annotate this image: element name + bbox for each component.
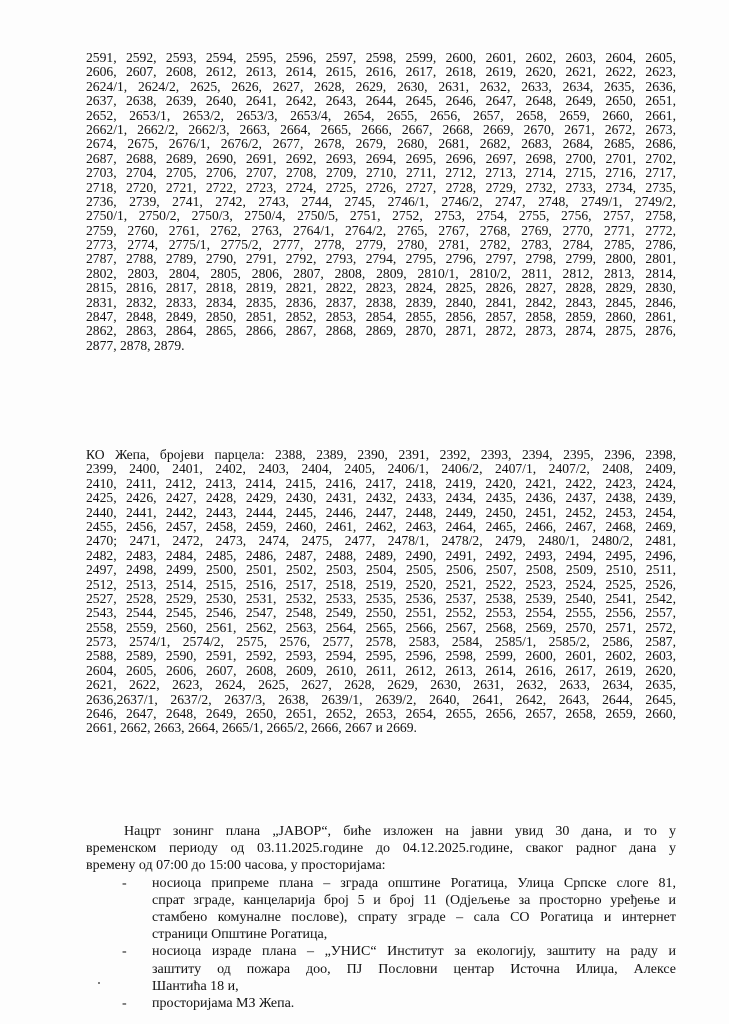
bullet-continuation: страници Општине Рогатица, (152, 927, 328, 943)
scan-speck (98, 982, 100, 984)
parcel-line: 2425, 2426, 2427, 2428, 2429, 2430, 2431… (86, 490, 676, 506)
parcel-line: 2636,2637/1, 2637/2, 2637/3, 2638, 2639/… (86, 691, 676, 707)
parcel-list-ko-zepa: КО Жепа, бројеви парцела: 2388, 2389, 23… (86, 447, 676, 736)
parcel-line: 2543, 2544, 2545, 2546, 2547, 2548, 2549… (86, 605, 676, 621)
parcel-line: 2470; 2471, 2472, 2473, 2474, 2475, 2477… (86, 533, 676, 549)
public-inspection-notice: Нацрт зонинг плана „JAВОР“, биће изложен… (86, 823, 676, 1012)
bullet-continuation: Шантића 18 и, (152, 978, 239, 994)
parcel-line: 2410, 2411, 2412, 2413, 2414, 2415, 2416… (86, 475, 676, 491)
bullet-item: - носиоца израде плана – „УНИС“ Институт … (86, 943, 676, 960)
parcel-line: 2736, 2739, 2741, 2742, 2743, 2744, 2745… (86, 193, 676, 209)
parcel-line: 2773, 2774, 2775/1, 2775/2, 2777, 2778, … (86, 237, 676, 253)
parcel-line: 2652, 2653/1, 2653/2, 2653/3, 2653/4, 26… (86, 107, 676, 123)
parcel-line: 2750/1, 2750/2, 2750/3, 2750/4, 2750/5, … (86, 208, 676, 224)
parcel-line: 2455, 2456, 2457, 2458, 2459, 2460, 2461… (86, 518, 676, 534)
parcel-line: 2512, 2513, 2514, 2515, 2516, 2517, 2518… (86, 576, 676, 592)
parcel-line: 2802, 2803, 2804, 2805, 2806, 2807, 2808… (86, 265, 676, 281)
bullet-item: - просторијама МЗ Жепа. (86, 995, 676, 1012)
parcel-line: 2440, 2441, 2442, 2443, 2444, 2445, 2446… (86, 504, 676, 520)
parcel-line: 2759, 2760, 2761, 2762, 2763, 2764/1, 27… (86, 222, 676, 238)
bullet-continuation: стамбено комуналне послове), спрату згра… (152, 909, 676, 925)
parcel-line: 2591, 2592, 2593, 2594, 2595, 2596, 2597… (86, 50, 676, 65)
parcel-line: 2687, 2688, 2689, 2690, 2691, 2692, 2693… (86, 150, 676, 166)
bullet-continuation: спрат зграде, канцеларија број 5 и број … (152, 892, 676, 908)
bullet-dash: - (122, 995, 127, 1011)
parcel-line: 2588, 2589, 2590, 2591, 2592, 2593, 2594… (86, 648, 676, 664)
parcel-line: 2661, 2662, 2663, 2664, 2665/1, 2665/2, … (86, 720, 417, 736)
parcel-line: 2482, 2483, 2484, 2485, 2486, 2487, 2488… (86, 547, 676, 563)
parcel-line: 2847, 2848, 2849, 2850, 2851, 2852, 2853… (86, 309, 676, 325)
parcel-line: 2674, 2675, 2676/1, 2676/2, 2677, 2678, … (86, 136, 676, 152)
parcel-line: 2637, 2638, 2639, 2640, 2641, 2642, 2643… (86, 93, 676, 109)
parcel-line: 2703, 2704, 2705, 2706, 2707, 2708, 2709… (86, 165, 676, 181)
notice-line: временском периоду од 03.11.2025.године … (86, 841, 676, 857)
notice-line: времену од 07:00 до 15:00 часова, у прос… (86, 858, 386, 874)
parcel-line: 2877, 2878, 2879. (86, 337, 185, 353)
parcel-line: 2815, 2816, 2817, 2818, 2819, 2821, 2822… (86, 280, 676, 296)
parcel-line: 2497, 2498, 2499, 2500, 2501, 2502, 2503… (86, 562, 676, 578)
bullet-dash: - (122, 875, 127, 891)
parcel-line: 2573, 2574/1, 2574/2, 2575, 2576, 2577, … (86, 634, 676, 650)
parcel-line: 2604, 2605, 2606, 2607, 2608, 2609, 2610… (86, 662, 676, 678)
parcel-line: 2527, 2528, 2529, 2530, 2531, 2532, 2533… (86, 590, 676, 606)
parcel-line: 2624/1, 2624/2, 2625, 2626, 2627, 2628, … (86, 78, 676, 94)
parcel-line: 2787, 2788, 2789, 2790, 2791, 2792, 2793… (86, 251, 676, 267)
parcel-line: 2831, 2832, 2833, 2834, 2835, 2836, 2837… (86, 294, 676, 310)
parcel-list-continued: 2591, 2592, 2593, 2594, 2595, 2596, 2597… (86, 50, 676, 353)
notice-line: Нацрт зонинг плана „JAВОР“, биће изложен… (124, 824, 676, 839)
parcel-line: 2662/1, 2662/2, 2662/3, 2663, 2664, 2665… (86, 121, 676, 137)
parcel-line: 2862, 2863, 2864, 2865, 2866, 2867, 2868… (86, 323, 676, 339)
parcel-line: 2606, 2607, 2608, 2612, 2613, 2614, 2615… (86, 64, 676, 80)
bullet-dash: - (122, 944, 127, 960)
parcel-line: 2621, 2622, 2623, 2624, 2625, 2627, 2628… (86, 677, 676, 693)
bullet-text: носиоца израде плана – „УНИС“ Институт з… (152, 944, 676, 960)
parcel-line: 2646, 2647, 2648, 2649, 2650, 2651, 2652… (86, 706, 676, 722)
parcel-line: 2399, 2400, 2401, 2402, 2403, 2404, 2405… (86, 461, 676, 477)
bullet-text: носиоца припреме плана – зграда општине … (152, 875, 676, 891)
parcel-line: КО Жепа, бројеви парцела: 2388, 2389, 23… (86, 447, 676, 462)
parcel-line: 2558, 2559, 2560, 2561, 2562, 2563, 2564… (86, 619, 676, 635)
parcel-line: 2718, 2720, 2721, 2722, 2723, 2724, 2725… (86, 179, 676, 195)
bullet-text: просторијама МЗ Жепа. (152, 995, 295, 1011)
bullet-item: - носиоца припреме плана – зграда општине… (86, 875, 676, 892)
bullet-continuation: заштиту од пожара доо, ПЈ Пословни цента… (152, 961, 676, 977)
